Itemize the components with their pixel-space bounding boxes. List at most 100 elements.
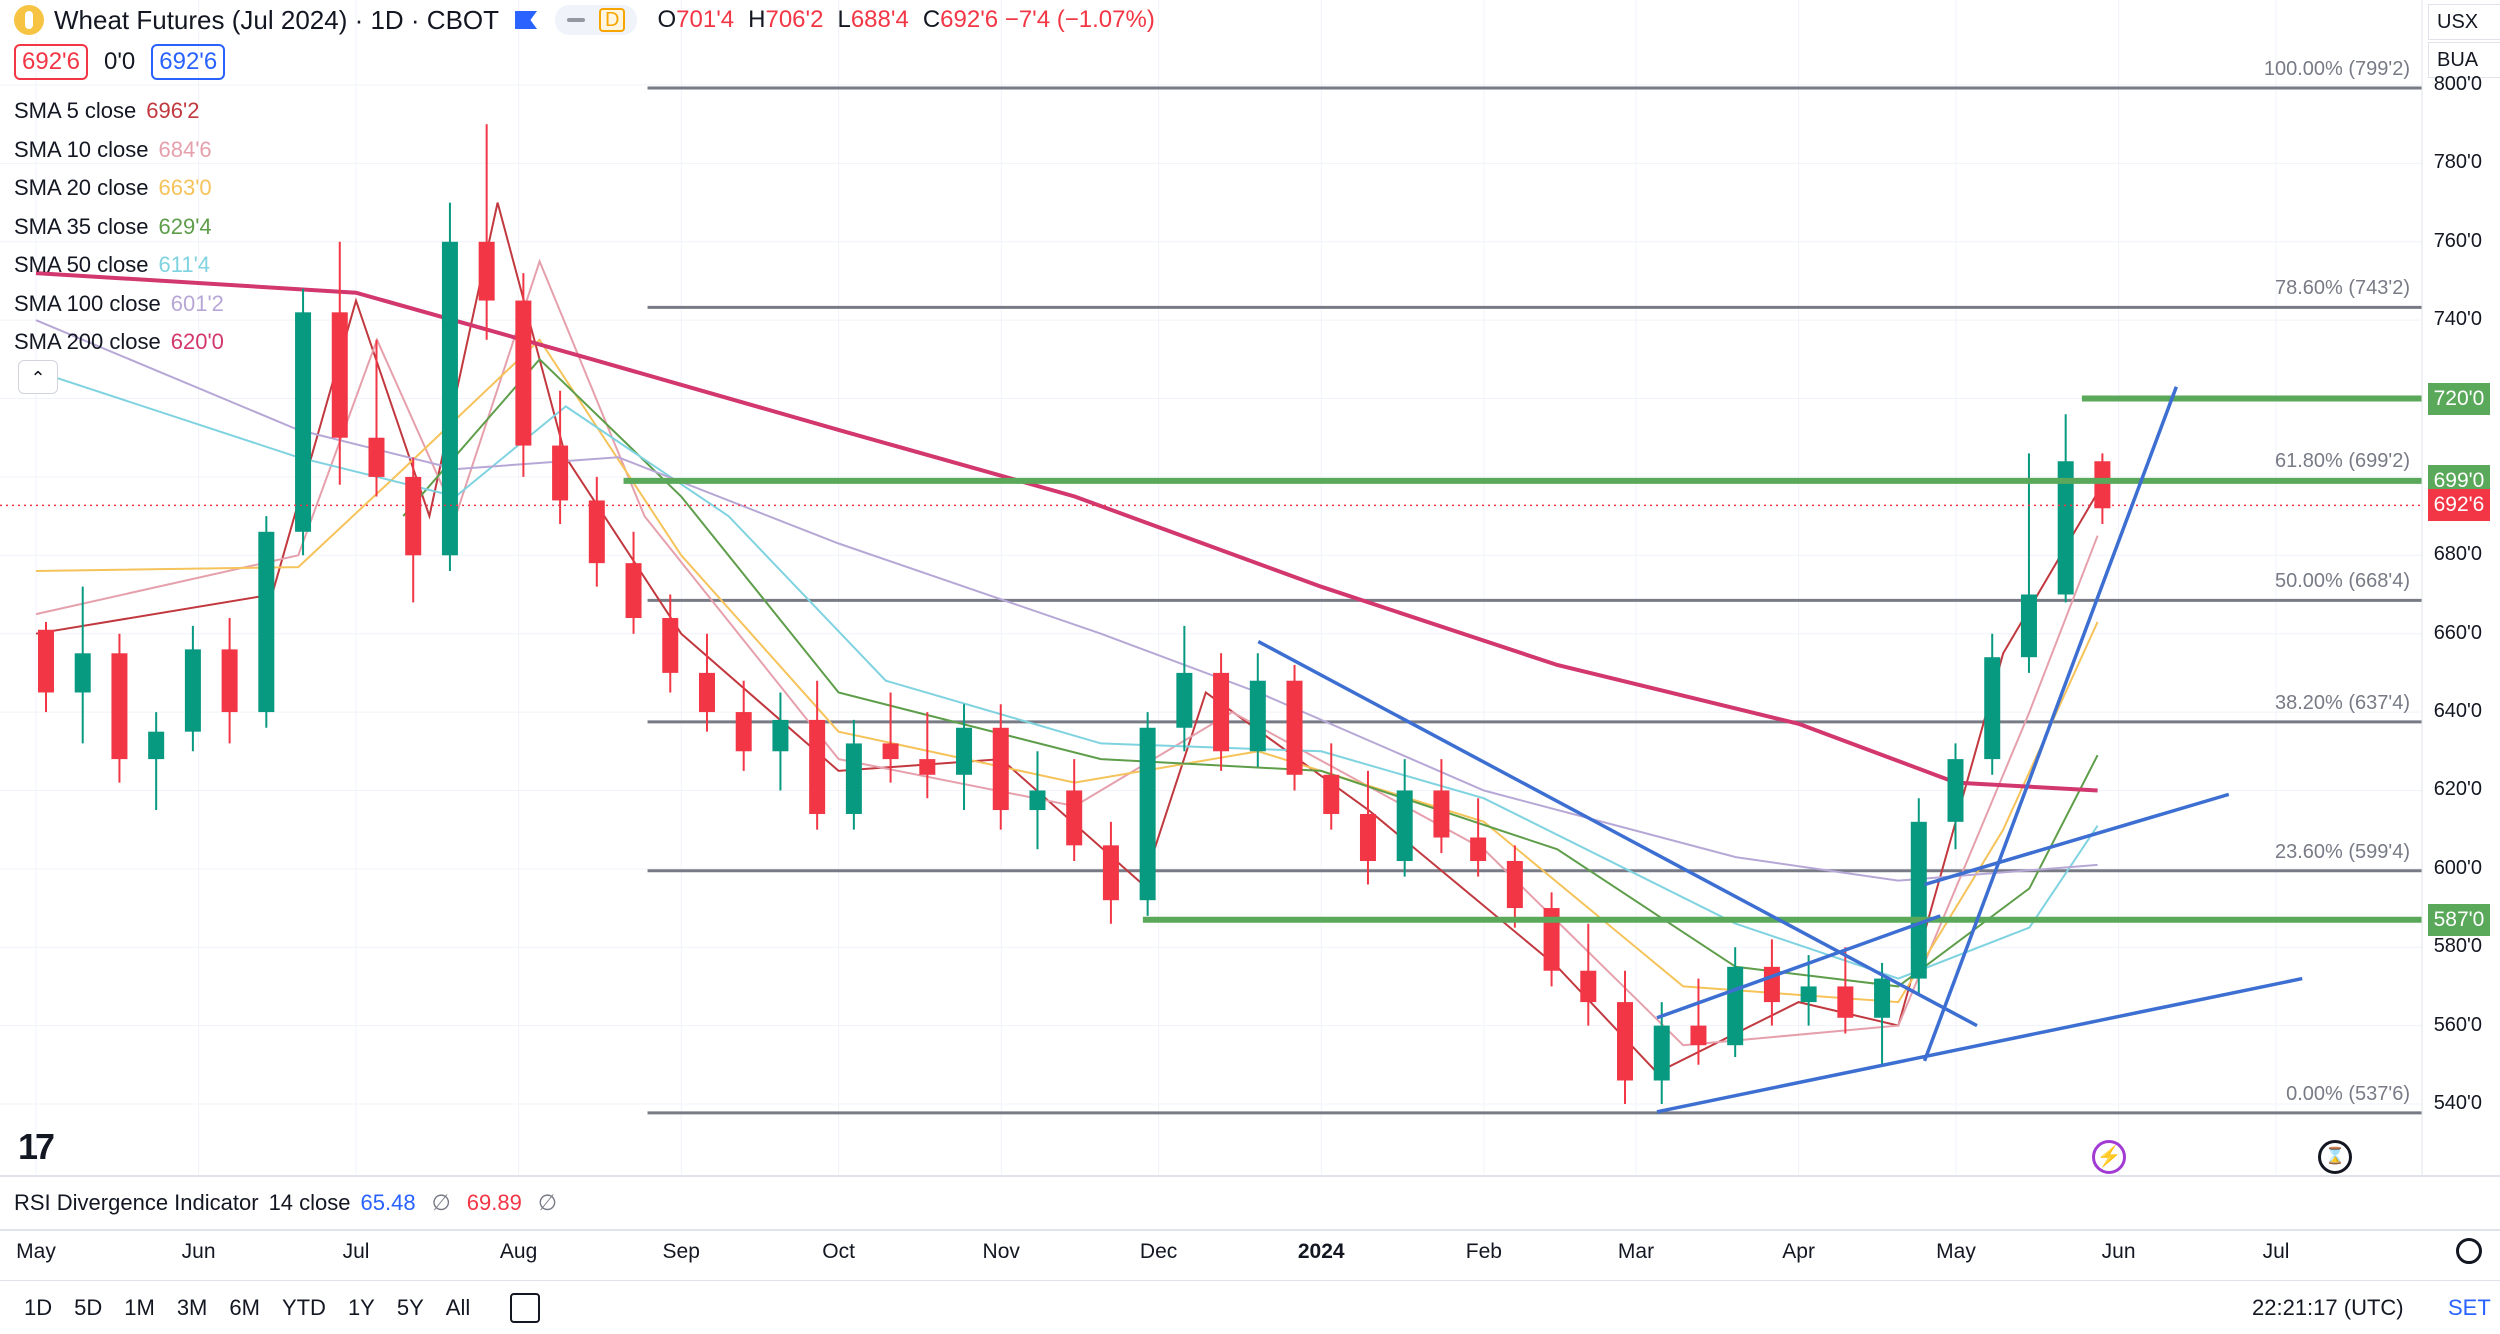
candle-body [2020,594,2037,658]
candle-body [1359,813,1376,862]
candle-body [588,500,605,564]
range-button-1m[interactable]: 1M [124,1294,155,1320]
price-tick-label: 680'0 [2433,543,2482,566]
sma-line [402,357,2099,988]
price-tick-label: 540'0 [2433,1092,2482,1114]
legend-row[interactable]: SMA 200 close 620'0 [14,323,224,362]
legend-row[interactable]: SMA 5 close 696'2 [14,92,224,131]
sma-line [35,319,2098,882]
legend-row[interactable]: SMA 50 close 611'4 [14,246,224,285]
price-tick-label: 580'0 [2433,935,2482,958]
rsi-value-2: 69.89 [466,1190,522,1215]
legend-value: 684'6 [158,136,212,162]
flag-icon[interactable] [515,11,538,29]
price-tick-label: 620'0 [2433,778,2482,801]
market-status-pill[interactable]: D [555,5,638,35]
legend-value: 620'0 [170,329,224,354]
range-button-all[interactable]: All [445,1294,471,1320]
time-tick-label: Mar [1617,1240,1655,1263]
unit-select[interactable]: BUA [2428,42,2500,78]
collapse-legend-button[interactable]: ⌃ [18,360,58,394]
rsi-label[interactable]: RSI Divergence Indicator [14,1190,259,1215]
na-glyph: ∅ [431,1190,451,1215]
fib-level-label: 50.00% (668'4) [2274,570,2410,593]
time-tick-label: Sep [662,1240,700,1263]
candle-body [772,719,789,752]
trade-prices: 692'6 0'0 692'6 [14,44,226,80]
sma-line [35,258,2099,1047]
calendar-icon[interactable] [510,1292,541,1323]
clock[interactable]: 22:21:17 (UTC) [2252,1294,2404,1320]
session-button[interactable]: SET [2448,1294,2491,1320]
range-button-6m[interactable]: 6M [229,1294,260,1320]
wheat-symbol-icon[interactable] [14,5,44,35]
delayed-badge: D [599,8,626,32]
candle-body [1396,790,1413,862]
flash-icon[interactable]: ⚡ [2092,1140,2126,1174]
candle-body [919,759,936,775]
legend-row[interactable]: SMA 20 close 663'0 [14,169,224,208]
trendline [1656,914,1941,1020]
legend-row[interactable]: SMA 10 close 684'6 [14,131,224,170]
sell-price-button[interactable]: 692'6 [14,44,88,80]
ohlc-value: 692'6 −7'4 (−1.07%) [940,6,1155,33]
trendline [1924,792,2230,887]
legend-name: SMA 10 close [14,136,149,162]
fib-level-label: 61.80% (699'2) [2274,449,2410,472]
gear-icon[interactable] [2456,1238,2482,1264]
fib-level-label: 23.60% (599'4) [2274,840,2410,863]
fib-retracement [647,86,2422,1115]
candle-body [221,649,238,713]
ohlc-value: 701'4 [676,6,735,33]
candle-body [478,241,495,301]
fib-level-label: 0.00% (537'6) [2286,1082,2410,1105]
time-tick-label: May [1936,1240,1976,1263]
buy-price-button[interactable]: 692'6 [151,44,226,80]
spread-value: 0'0 [103,48,136,75]
candle-body [405,476,422,556]
tradingview-logo[interactable]: 17 [18,1126,55,1167]
range-button-5d[interactable]: 5D [74,1294,103,1320]
currency-select[interactable]: USX [2428,4,2500,40]
time-tick-label: Oct [822,1240,855,1263]
candle-body [111,653,128,760]
candle-body [1470,837,1487,862]
price-tick-label: 760'0 [2433,229,2482,252]
range-button-3m[interactable]: 3M [176,1294,208,1320]
ohlc-values: O701'4 H706'2 L688'4 C692'6 −7'4 (−1.07%) [657,6,1168,34]
candle-body [662,618,679,673]
range-button-1y[interactable]: 1Y [347,1294,375,1320]
candle-body [148,731,165,760]
hourglass-icon[interactable]: ⌛ [2318,1140,2352,1174]
symbol-title[interactable]: Wheat Futures (Jul 2024) · 1D · CBOT [54,4,500,35]
candle-body [1800,986,1817,1003]
candle-body [1029,790,1046,811]
minus-icon [567,18,586,22]
price-tick-label: 780'0 [2433,151,2482,174]
legend-row[interactable]: SMA 100 close 601'2 [14,285,224,324]
time-tick-label: 2024 [1297,1240,1345,1263]
candle-body [1874,978,1891,1018]
candle-body [1249,680,1266,752]
legend-name: SMA 200 close [14,329,161,354]
range-button-5y[interactable]: 5Y [396,1294,424,1320]
candle-body [368,437,385,477]
price-tick-label: 660'0 [2433,621,2482,644]
candle-body [331,312,348,438]
candle-body [74,653,91,693]
price-tick-label: 640'0 [2433,700,2482,723]
price-level-badge: 587'0 [2428,903,2490,936]
time-tick-label: Jun [181,1240,216,1263]
range-button-1d[interactable]: 1D [24,1294,53,1320]
candle-body [809,719,826,814]
candle-body [1543,908,1560,971]
legend-row[interactable]: SMA 35 close 629'4 [14,208,224,247]
ohlc-key: C [922,6,941,33]
candle-body [956,727,973,775]
candle-body [2057,461,2074,595]
legend-name: SMA 20 close [14,175,149,200]
range-button-ytd[interactable]: YTD [281,1294,326,1320]
candle-body [38,629,54,693]
candle-body [1066,790,1083,846]
